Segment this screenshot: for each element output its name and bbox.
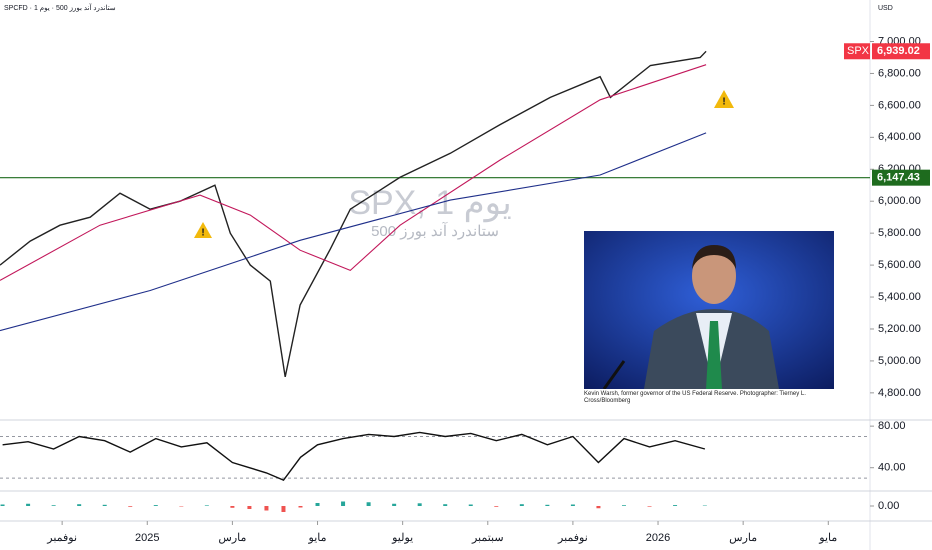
x-tick-label: سبتمبر: [471, 532, 504, 544]
histogram-bar: [392, 503, 397, 506]
x-tick-label: نوفمبر: [46, 532, 77, 544]
warning-icon: !: [194, 222, 212, 239]
y-tick-label: 6,400.00: [878, 131, 921, 143]
x-tick-label: مايو: [818, 532, 837, 544]
svg-text:!: !: [722, 97, 725, 108]
histogram-bar: [468, 504, 473, 506]
x-tick-label: نوفمبر: [557, 532, 588, 544]
histogram-bar: [366, 502, 371, 506]
last-price-symbol: SPX: [847, 45, 870, 57]
histogram-bar: [26, 503, 31, 506]
last-price-label: 6,939.02: [877, 45, 920, 57]
hline-label-box: [872, 169, 930, 186]
histogram-bar: [545, 504, 550, 506]
y-tick-label: 4,800.00: [878, 387, 921, 399]
histogram-bar: [298, 506, 303, 508]
warning-icon: !: [714, 90, 734, 108]
x-tick-label: مارس: [729, 532, 757, 544]
histogram-bar: [77, 504, 82, 506]
histogram-bar: [204, 505, 209, 506]
y-tick-label: 5,800.00: [878, 227, 921, 239]
histogram-bar: [102, 504, 107, 506]
histogram-bar: [596, 506, 601, 509]
y-tick-label: 0.00: [878, 500, 899, 512]
x-tick-label: يوليو: [391, 532, 413, 544]
x-tick-label: مايو: [308, 532, 327, 544]
histogram-bar: [494, 506, 499, 507]
photo-caption: Kevin Warsh, former governor of the US F…: [584, 391, 814, 405]
series-line: [0, 50, 707, 378]
photo-art: [584, 231, 834, 390]
histogram-bar: [230, 506, 235, 508]
histogram-bar: [247, 506, 252, 509]
x-tick-label: 2026: [646, 532, 670, 544]
histogram-bar: [519, 504, 524, 506]
y-tick-label: 40.00: [878, 462, 906, 474]
histogram-bar: [264, 506, 269, 511]
currency: USD: [878, 5, 893, 12]
svg-text:!: !: [201, 228, 204, 239]
watermark-sub: ستاندرد آند بورز 500: [371, 222, 499, 240]
header: SPCFD · ستاندرد آند بورز 500 · يوم 1: [4, 2, 116, 12]
histogram-bar: [128, 506, 133, 507]
y-tick-label: 6,600.00: [878, 99, 921, 111]
histogram-bar: [51, 505, 56, 506]
histogram-bar: [0, 504, 5, 506]
histogram-bar: [341, 501, 346, 506]
histogram-bar: [315, 503, 320, 506]
histogram-bar: [417, 503, 422, 506]
y-tick-label: 6,000.00: [878, 195, 921, 207]
y-tick-label: 5,200.00: [878, 323, 921, 335]
histogram-bar: [673, 505, 678, 506]
series-line: [2, 431, 706, 482]
x-tick-label: مارس: [218, 532, 246, 544]
y-tick-label: 5,000.00: [878, 355, 921, 367]
last-price-box: [872, 43, 930, 60]
x-tick-label: 2025: [135, 532, 159, 544]
histogram-bar: [153, 505, 158, 506]
histogram-bar: [647, 506, 652, 507]
series-line: [0, 132, 707, 332]
histogram-bar: [570, 504, 575, 506]
y-tick-label: 6,800.00: [878, 67, 921, 79]
histogram-bar: [443, 504, 448, 506]
hline-label: 6,147.43: [877, 172, 920, 184]
last-price-symbol-box: [844, 43, 870, 60]
y-tick-label: 5,400.00: [878, 291, 921, 303]
histogram-bar: [281, 506, 286, 512]
y-tick-label: 5,600.00: [878, 259, 921, 271]
y-tick-label: 80.00: [878, 420, 906, 432]
histogram-bar: [621, 505, 626, 506]
photo: [584, 231, 834, 390]
watermark: SPX, 1 يوم: [348, 184, 511, 223]
series-line: [0, 64, 707, 281]
